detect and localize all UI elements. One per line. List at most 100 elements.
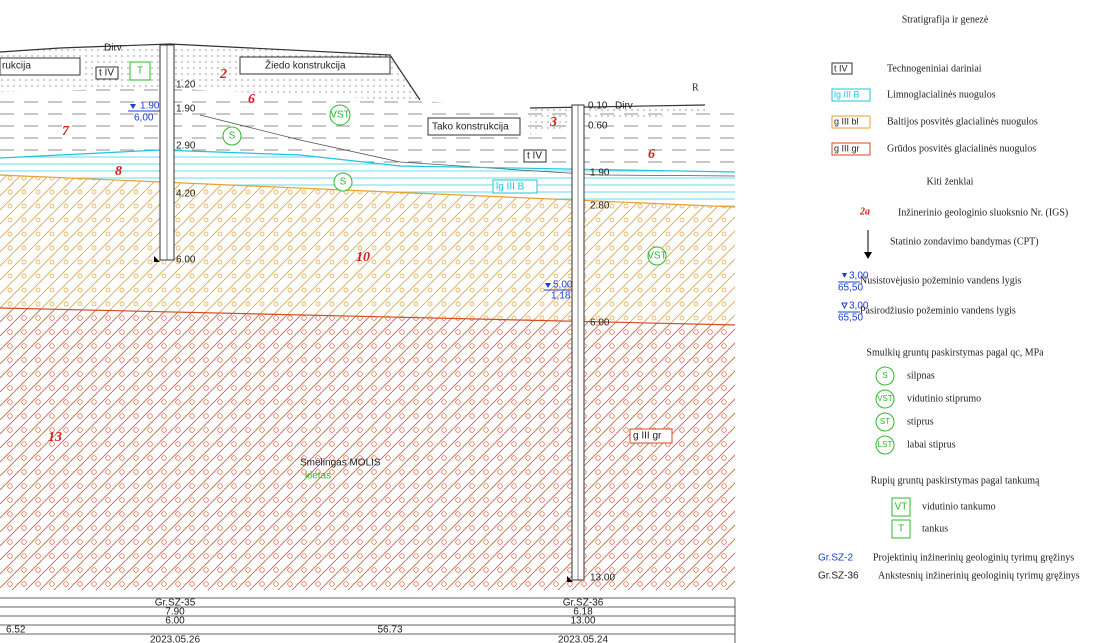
igs: 6 bbox=[648, 147, 655, 162]
depth: 2.90 bbox=[176, 141, 196, 152]
water-level: 1.90 bbox=[140, 101, 160, 112]
code: 2a bbox=[859, 206, 870, 217]
label: Dirv bbox=[615, 101, 633, 112]
code-box bbox=[523, 149, 547, 163]
water-alt: 6,00 bbox=[134, 113, 154, 124]
water-marker bbox=[842, 273, 847, 278]
depth: 1.20 bbox=[176, 80, 196, 91]
legend-text: Nusistovėjusio požeminio vandens lygis bbox=[860, 275, 1021, 286]
legend-text: Pasirodžiusio požeminio vandens lygis bbox=[860, 305, 1016, 316]
label: T bbox=[137, 66, 143, 77]
label: g III gr bbox=[633, 431, 662, 442]
table-cell: 2023.05.26 bbox=[150, 635, 200, 643]
soil-name: Smėlingas MOLIS bbox=[300, 458, 381, 469]
legend-text: labai stiprus bbox=[907, 439, 956, 450]
legend-text: tankus bbox=[922, 523, 948, 534]
cpt-arrow-head bbox=[864, 252, 872, 259]
code: g III gr bbox=[834, 143, 860, 153]
igs: 3 bbox=[549, 115, 557, 130]
depth: 2.80 bbox=[590, 201, 610, 212]
depth: 6.00 bbox=[590, 318, 610, 329]
table-cell: 7.90 bbox=[165, 607, 185, 618]
code: T bbox=[898, 524, 904, 535]
depth: 4.20 bbox=[176, 189, 196, 200]
label: lg III B bbox=[496, 182, 525, 193]
code-box bbox=[831, 62, 853, 75]
strength-circle bbox=[875, 389, 895, 409]
cyan-top bbox=[0, 149, 736, 173]
strength-circle bbox=[875, 435, 895, 455]
code-box bbox=[831, 115, 871, 129]
strength-circle bbox=[647, 246, 667, 266]
table-cell: Gr.SZ-35 bbox=[155, 598, 196, 609]
legend-text: silpnas bbox=[907, 370, 935, 381]
water-marker bbox=[130, 104, 136, 109]
legend-text: Limnoglacialinės nuogulos bbox=[887, 89, 996, 100]
legend-text: Inžinerinio geologinio sluoksnio Nr. (IG… bbox=[898, 207, 1068, 218]
legend-subtitle: Kiti ženklai bbox=[927, 176, 974, 187]
legend: Stratigrafija ir genezė t IV Technogenin… bbox=[818, 14, 1080, 581]
code: t IV bbox=[834, 63, 848, 73]
code: VT bbox=[895, 502, 908, 513]
strength-circle bbox=[875, 412, 895, 432]
label: VST bbox=[647, 251, 666, 262]
legend-text: Ankstesnių inžinerinių geologinių tyrimų… bbox=[878, 570, 1080, 581]
strength-circle bbox=[333, 172, 353, 192]
water-alt: 65,50 bbox=[838, 313, 863, 324]
legend-subtitle: Rupių gruntų paskirstymas pagal tankumą bbox=[871, 475, 1040, 486]
ground bbox=[0, 43, 421, 101]
legend-text: vidutinio stiprumo bbox=[907, 393, 981, 404]
label: rukcija bbox=[2, 61, 31, 72]
layer-10 bbox=[0, 175, 735, 325]
water-marker bbox=[545, 283, 551, 288]
density-box bbox=[891, 497, 911, 517]
code-box bbox=[129, 61, 151, 81]
legend-text: Technogeniniai dariniai bbox=[887, 63, 982, 74]
legend-text: Statinio zondavimo bandymas (CPT) bbox=[890, 236, 1039, 247]
legend-title: Stratigrafija ir genezė bbox=[902, 14, 989, 25]
label: Žiedo konstrukcija bbox=[265, 59, 346, 72]
water-level: 3,00 bbox=[849, 271, 869, 282]
soil-state: kietas bbox=[305, 471, 331, 482]
code: Gr.SZ-36 bbox=[818, 571, 859, 582]
section-end: R bbox=[692, 82, 699, 93]
table-cell: 2023.05.24 bbox=[558, 635, 608, 643]
label: Tako konstrukcija bbox=[432, 122, 509, 133]
code-box bbox=[629, 428, 673, 444]
depth: 0.10 bbox=[588, 101, 608, 112]
legend-text: vidutinio tankumo bbox=[922, 501, 996, 512]
code-box bbox=[831, 142, 871, 156]
label: VST bbox=[330, 110, 349, 121]
code-box bbox=[492, 179, 538, 194]
water-level: 5,00 bbox=[553, 280, 573, 291]
depth: 1.90 bbox=[176, 104, 196, 115]
igs: 10 bbox=[356, 250, 370, 265]
density-box bbox=[891, 519, 911, 539]
orange-top bbox=[0, 174, 736, 208]
depth: 6.00 bbox=[176, 255, 196, 266]
strength-circle bbox=[875, 366, 895, 386]
code: g III bl bbox=[834, 116, 859, 126]
legend-text: Projektinių inžinerinių geologinių tyrim… bbox=[873, 552, 1074, 563]
label: S bbox=[229, 131, 236, 142]
table-cell: 13.00 bbox=[570, 616, 595, 627]
igs: 13 bbox=[48, 430, 62, 445]
legend-text: Grūdos posvitės glacialinės nuogulos bbox=[887, 143, 1036, 154]
code-box bbox=[831, 88, 871, 102]
code: LST bbox=[878, 440, 893, 449]
igs: 2 bbox=[219, 67, 227, 82]
borehole-end bbox=[567, 576, 573, 582]
ground-2 bbox=[529, 104, 706, 109]
boundary bbox=[199, 114, 736, 177]
label: S bbox=[340, 177, 347, 188]
code: ST bbox=[880, 417, 890, 426]
label: Dirv bbox=[104, 43, 122, 54]
igs: 6 bbox=[248, 92, 255, 107]
water-level: 3,00 bbox=[849, 301, 869, 312]
legend-subtitle: Smulkių gruntų paskirstymas pagal qc, MP… bbox=[866, 347, 1044, 358]
table-cell: Gr.SZ-36 bbox=[563, 598, 604, 609]
layer-8 bbox=[0, 150, 735, 207]
